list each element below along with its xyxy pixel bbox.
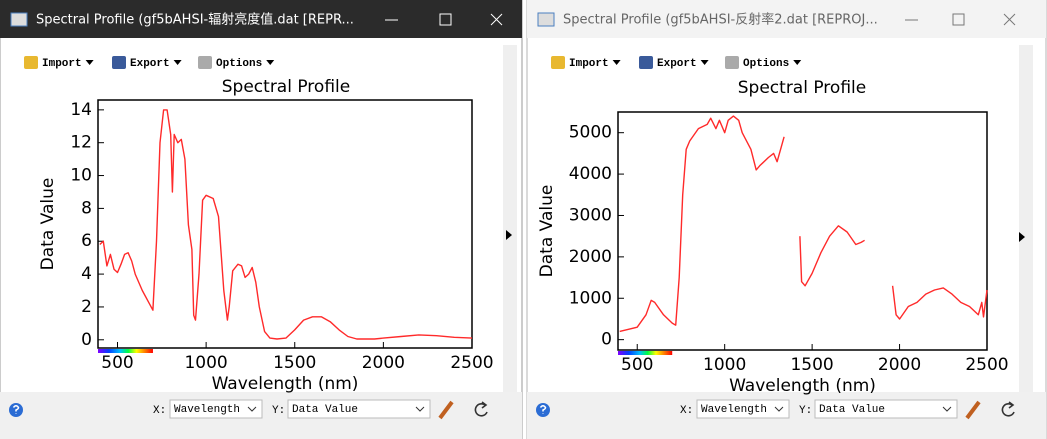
dropdown-arrow [793, 60, 802, 65]
help-glyph [539, 405, 547, 414]
y-selector-value: Data Value [819, 404, 885, 416]
x-axis-label: Wavelength (nm) [729, 376, 876, 396]
toolbar-button[interactable]: Options [216, 58, 262, 70]
toolbar-button[interactable]: Options [743, 58, 789, 70]
y-selector[interactable] [814, 399, 958, 419]
y-axis-label: Data Value [537, 185, 557, 278]
window: Spectral Profile (gf5bAHSI-辐射亮度值.dat [RE… [0, 0, 523, 439]
app-icon [537, 12, 555, 27]
y-tick-label: 3000 [569, 205, 612, 225]
close-button[interactable] [1003, 13, 1016, 26]
x-tick-label: 1500 [273, 353, 316, 373]
toolbar-icon [24, 56, 38, 69]
x-selector[interactable] [696, 399, 790, 419]
y-tick-label: 6 [81, 231, 92, 251]
y-tick-label: 2 [81, 297, 92, 317]
y-selector-label: Y: [799, 405, 812, 417]
x-tick-label: 500 [621, 355, 653, 375]
wavelength-color-bar [98, 349, 153, 353]
title-bar [527, 0, 1046, 38]
toolbar-button[interactable]: Import [42, 58, 82, 70]
toolbar-icon [198, 56, 212, 69]
y-selector-chevron [942, 406, 952, 412]
toolbar-icon [551, 56, 565, 69]
scrollbar [503, 45, 517, 405]
x-selector-chevron [774, 406, 784, 412]
toolbar-button[interactable]: Import [569, 58, 609, 70]
chart-title: Spectral Profile [222, 77, 350, 97]
toolbar-button[interactable]: Export [657, 58, 697, 70]
title-bar [0, 0, 522, 38]
window-title: Spectral Profile (gf5bAHSI-反射率2.dat [REP… [563, 12, 878, 28]
dropdown-arrow [700, 60, 709, 65]
x-axis-label: Wavelength (nm) [212, 374, 359, 394]
edit-button[interactable] [965, 400, 981, 420]
x-selector-label: X: [153, 405, 166, 417]
help-glyph [12, 405, 20, 414]
scroll-arrow[interactable] [506, 230, 512, 240]
dropdown-arrow [266, 60, 275, 65]
toolbar-icon [639, 56, 653, 69]
spectrum-line [99, 109, 473, 340]
edit-button[interactable] [438, 400, 454, 420]
maximize-button[interactable] [439, 13, 452, 26]
toolbar-icon [112, 56, 126, 69]
scrollbar [1019, 45, 1033, 405]
y-tick-label: 0 [601, 330, 612, 350]
y-tick-label: 14 [70, 100, 92, 120]
x-tick-label: 1500 [790, 355, 833, 375]
x-tick-label: 2500 [965, 355, 1008, 375]
window: Spectral Profile (gf5bAHSI-反射率2.dat [REP… [526, 0, 1047, 439]
y-tick-label: 1000 [569, 288, 612, 308]
y-tick-label: 2000 [569, 247, 612, 267]
x-selector-chevron [247, 406, 257, 412]
x-tick-label: 500 [101, 353, 133, 373]
x-tick-label: 2000 [878, 355, 921, 375]
y-tick-label: 8 [81, 198, 92, 218]
toolbar-icon [725, 56, 739, 69]
spectrum-line [619, 115, 988, 333]
plot-area [97, 99, 473, 349]
y-tick-label: 12 [70, 133, 92, 153]
close-button[interactable] [490, 13, 503, 26]
app-icon [10, 12, 28, 27]
wavelength-color-bar [618, 351, 673, 355]
toolbar-button[interactable]: Export [130, 58, 170, 70]
window-title: Spectral Profile (gf5bAHSI-辐射亮度值.dat [RE… [36, 12, 354, 28]
y-tick-label: 4000 [569, 164, 612, 184]
y-selector[interactable] [287, 399, 431, 419]
y-selector-value: Data Value [292, 404, 358, 416]
x-selector[interactable] [169, 399, 263, 419]
y-tick-label: 0 [81, 330, 92, 350]
x-selector-label: X: [680, 405, 693, 417]
chart-title: Spectral Profile [738, 78, 866, 98]
maximize-button[interactable] [952, 13, 965, 26]
dropdown-arrow [173, 60, 182, 65]
y-axis-label: Data Value [38, 178, 58, 271]
plot-area [617, 111, 988, 351]
x-tick-label: 1000 [703, 355, 746, 375]
dropdown-arrow [85, 60, 94, 65]
dropdown-arrow [612, 60, 621, 65]
refresh-button[interactable] [474, 401, 488, 417]
refresh-button[interactable] [1001, 401, 1015, 417]
x-tick-label: 2500 [450, 353, 493, 373]
x-tick-label: 2000 [362, 353, 405, 373]
scroll-arrow[interactable] [1019, 232, 1025, 242]
y-tick-label: 4 [81, 264, 92, 284]
y-selector-chevron [415, 406, 425, 412]
x-selector-value: Wavelength [174, 404, 240, 416]
y-tick-label: 5000 [569, 123, 612, 143]
x-selector-value: Wavelength [701, 404, 767, 416]
y-tick-label: 10 [70, 166, 92, 186]
x-tick-label: 1000 [184, 353, 227, 373]
y-selector-label: Y: [272, 405, 285, 417]
